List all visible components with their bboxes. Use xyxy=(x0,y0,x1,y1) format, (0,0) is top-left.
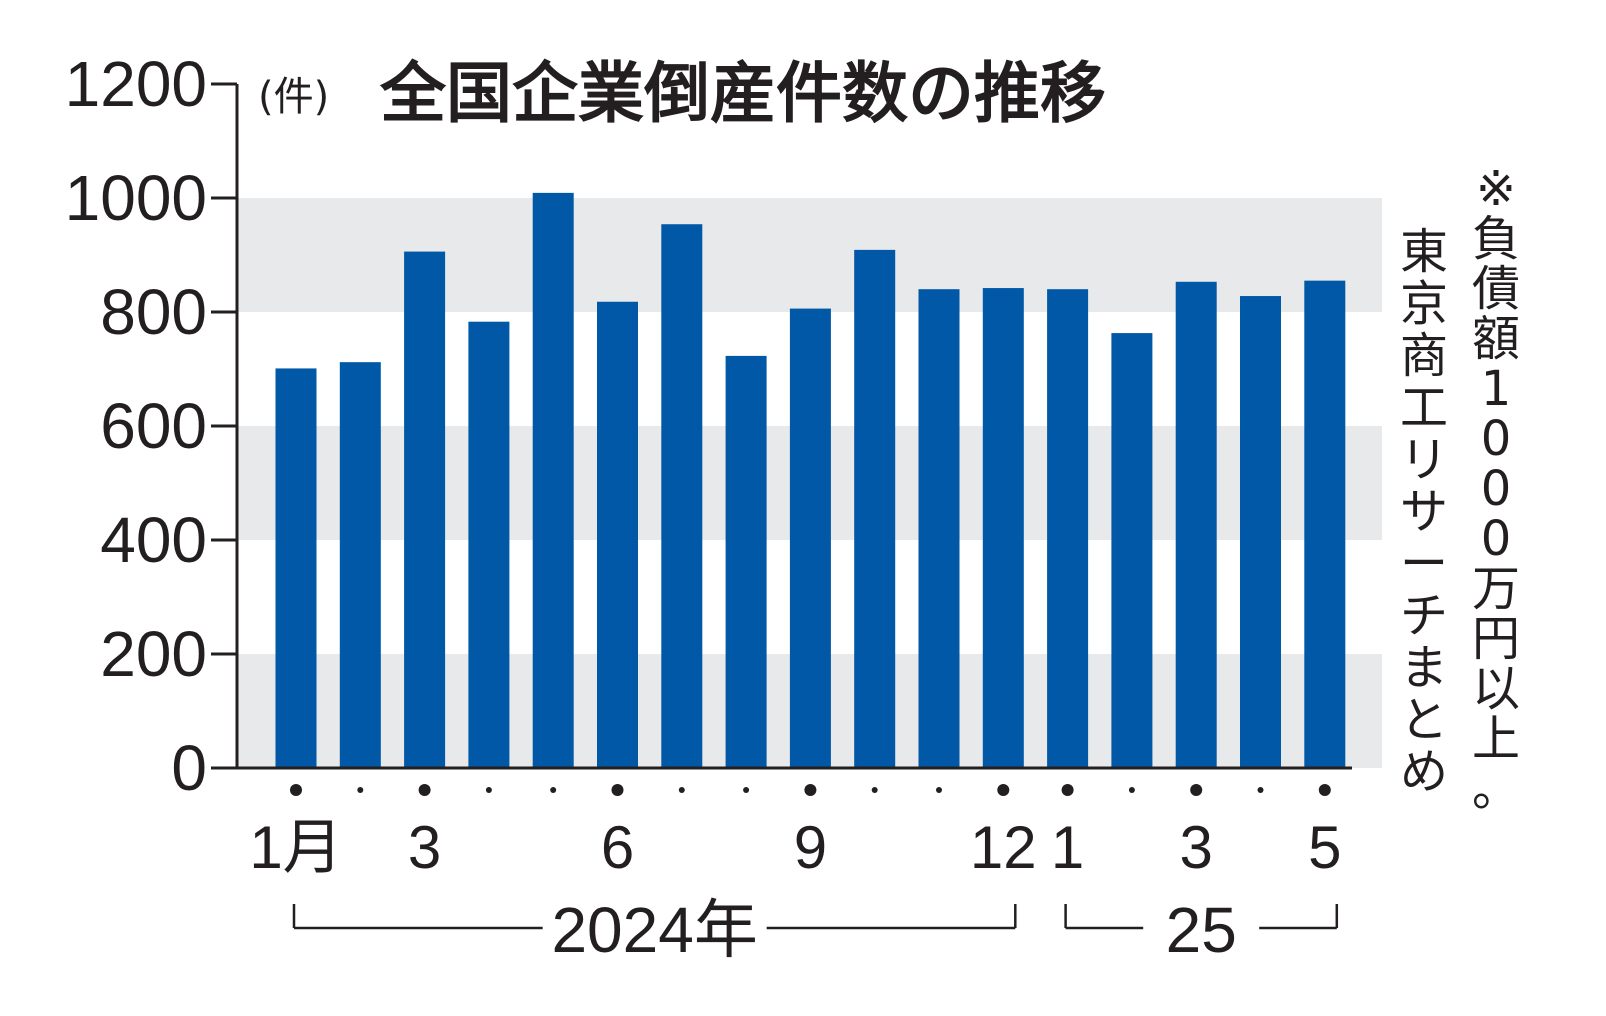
x-tick-dot xyxy=(357,787,364,793)
bar-2024-02 xyxy=(339,362,381,768)
bar-2024-11 xyxy=(918,289,960,768)
x-tick-dot xyxy=(1318,784,1331,796)
y-tick-label: 600 xyxy=(100,390,207,462)
x-tick-dot xyxy=(485,787,492,793)
note-debt-threshold: ※負債額 1 0 0 0 万円以上。 xyxy=(1472,161,1520,817)
x-tick-labels: 1月 3 6 9 12 1 3 5 xyxy=(249,814,1341,881)
bars xyxy=(275,192,1346,769)
unit-label: (件) xyxy=(258,74,329,120)
x-tick-dot xyxy=(1190,784,1203,796)
bar-2024-06 xyxy=(597,301,638,768)
x-tick-dot xyxy=(1257,787,1264,793)
year-label: 2024年 xyxy=(551,894,757,966)
bar-2024-04 xyxy=(468,321,510,768)
bar-2024-08 xyxy=(725,355,767,768)
bar-2025-05 xyxy=(1304,280,1346,768)
bar-2025-03 xyxy=(1175,281,1217,768)
x-tick-dot xyxy=(936,787,942,793)
x-tick-label: 1月 xyxy=(249,814,342,881)
x-tick-label: 9 xyxy=(794,814,827,881)
x-tick-dot xyxy=(997,784,1010,796)
bar-2024-07 xyxy=(661,224,703,769)
source-notes: ※負債額 1 0 0 0 万円以上。東京商工リサーチまとめ xyxy=(1400,161,1520,817)
x-tick-dot xyxy=(678,787,685,793)
chart-title: 全国企業倒産件数の推移 xyxy=(379,55,1106,132)
x-tick-dot xyxy=(871,787,878,793)
y-tick-label: 400 xyxy=(100,504,207,576)
y-tick-labels: 0 200 400 600 800 1000 1200 xyxy=(65,48,207,804)
x-tick-dot xyxy=(1128,787,1135,793)
bar-2025-04 xyxy=(1240,296,1281,768)
x-tick-dots xyxy=(290,784,1331,796)
x-tick-dot xyxy=(743,787,750,793)
x-tick-dot xyxy=(418,784,431,796)
x-tick-dot xyxy=(1061,784,1074,796)
x-tick-label: 5 xyxy=(1308,814,1341,881)
bar-2024-01 xyxy=(275,368,317,768)
y-tick-label: 200 xyxy=(100,618,207,690)
bar-2024-09 xyxy=(789,308,831,768)
x-tick-label: 1 xyxy=(1051,814,1084,881)
x-tick-label: 3 xyxy=(408,814,441,881)
x-tick-dot xyxy=(804,784,817,796)
x-tick-label: 3 xyxy=(1180,814,1213,881)
bar-2025-02 xyxy=(1111,333,1153,768)
x-tick-label: 12 xyxy=(970,814,1037,881)
x-tick-dot xyxy=(611,784,624,796)
bar-2024-10 xyxy=(854,249,896,768)
y-tick-label: 800 xyxy=(100,276,207,348)
year-groups: 2024年 25 xyxy=(292,894,1339,966)
bar-2025-01 xyxy=(1047,289,1089,768)
y-tick-label: 1200 xyxy=(65,48,207,120)
note-source: 東京商工リサーチまとめ xyxy=(1400,224,1448,800)
y-axis xyxy=(211,82,1352,770)
x-tick-dot xyxy=(550,787,557,793)
y-tick-label: 0 xyxy=(171,732,207,804)
bar-2024-12 xyxy=(982,288,1024,768)
y-tick-label: 1000 xyxy=(65,162,207,234)
x-tick-label: 6 xyxy=(601,814,634,881)
bar-2024-03 xyxy=(404,251,446,768)
year-label: 25 xyxy=(1166,894,1237,966)
x-tick-dot xyxy=(290,784,302,796)
bar-2024-05 xyxy=(532,192,574,768)
